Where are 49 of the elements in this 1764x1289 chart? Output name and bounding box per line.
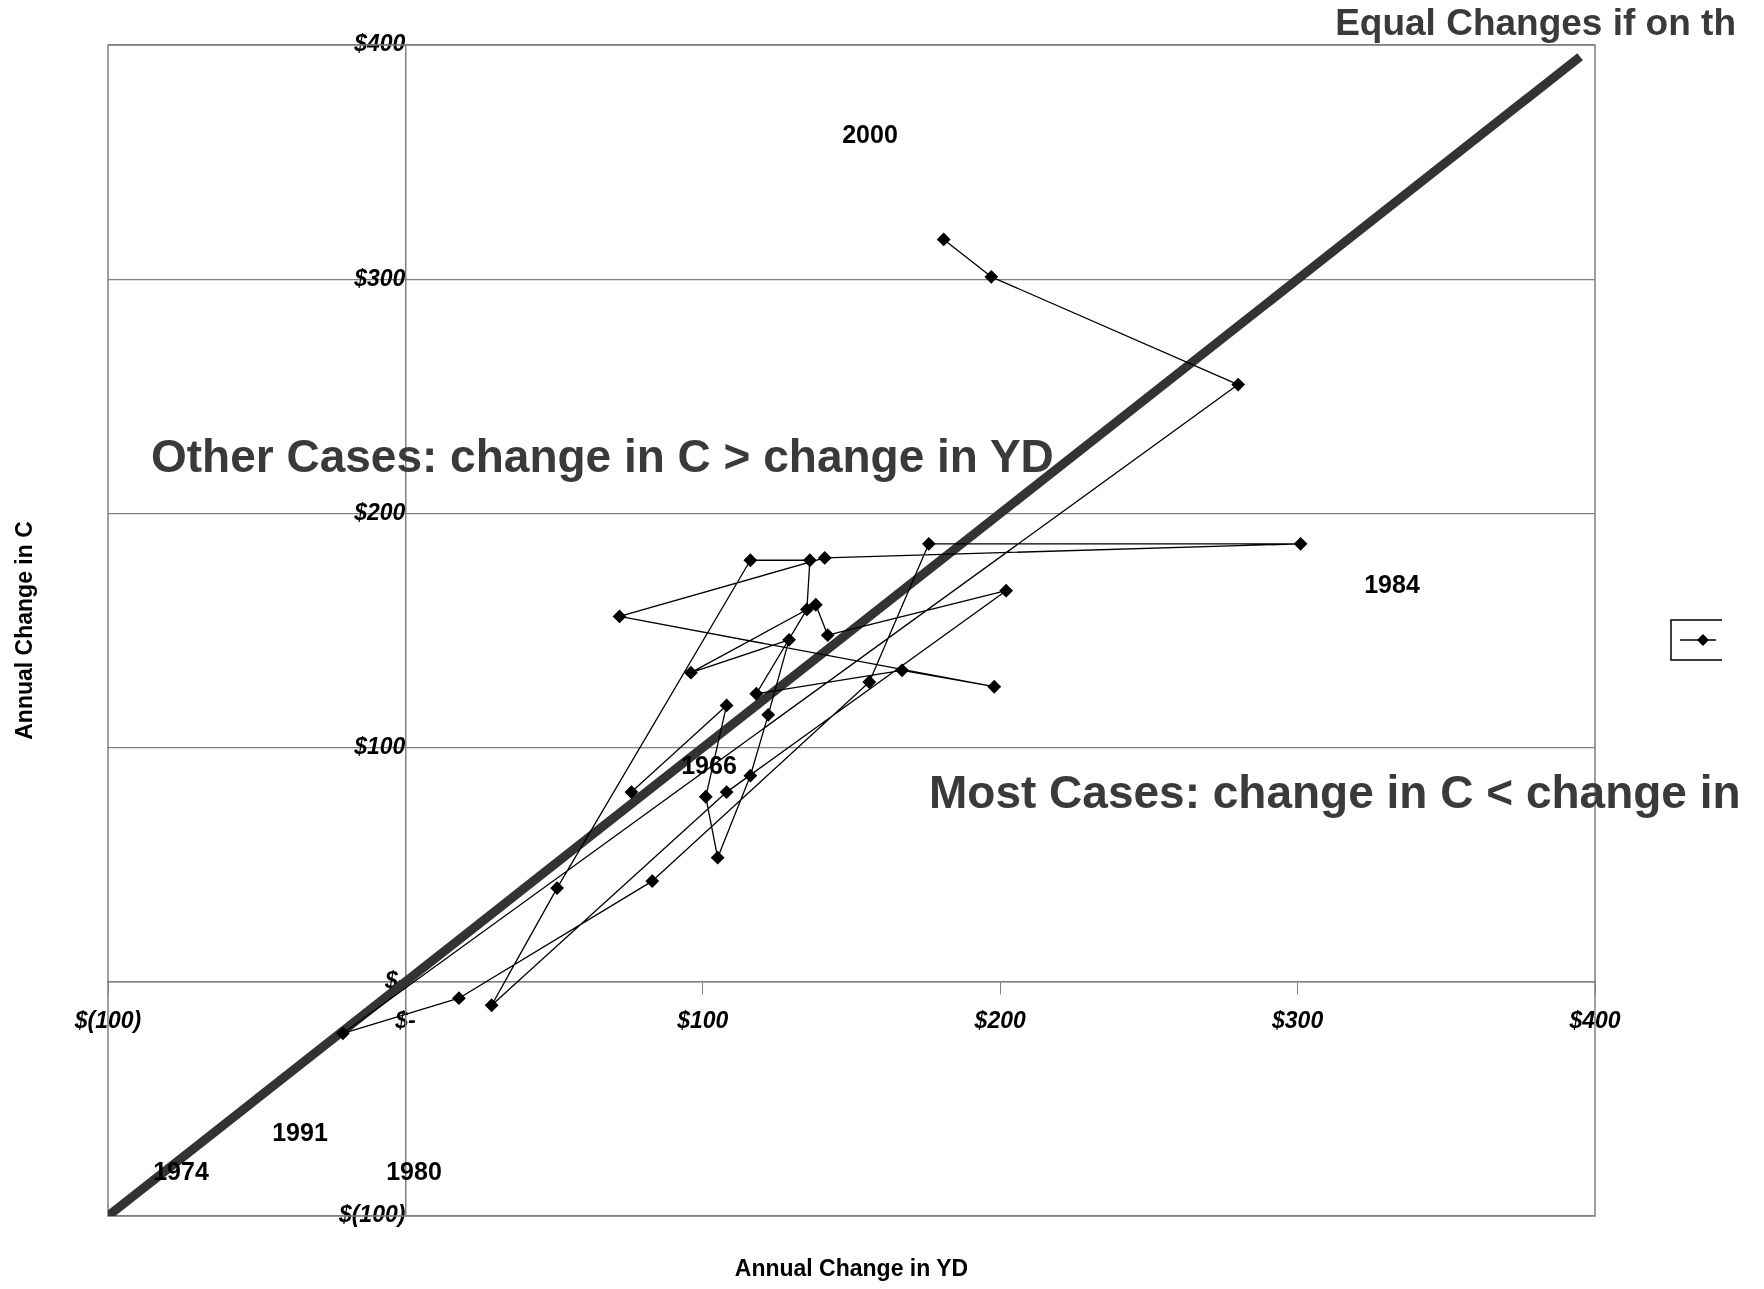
- x-tick-label: $200: [973, 1006, 1026, 1033]
- point: [782, 633, 796, 647]
- point: [719, 698, 734, 713]
- point: [749, 687, 763, 701]
- x-tick-label: $300: [1271, 1006, 1324, 1033]
- y-axis-title: Annual Change in C: [11, 521, 38, 740]
- y-tick-label: $(100): [337, 1201, 406, 1228]
- point: [485, 998, 499, 1012]
- point: [818, 551, 832, 565]
- point: [803, 553, 817, 567]
- point: [711, 851, 725, 865]
- x-axis-title: Annual Change in YD: [734, 1255, 969, 1282]
- y-tick-label: $100: [353, 732, 406, 759]
- x-tick-label: $100: [676, 1006, 729, 1033]
- point: [452, 991, 466, 1005]
- y-tick-label: $200: [353, 498, 406, 525]
- point: [645, 874, 659, 888]
- point: [999, 584, 1013, 598]
- annotation: 2000: [842, 119, 898, 148]
- annotation: 1984: [1364, 569, 1420, 598]
- point: [809, 598, 823, 612]
- point: [984, 270, 998, 284]
- point: [743, 769, 758, 783]
- chart-title: Equal Changes if on th: [1335, 2, 1736, 44]
- point: [895, 663, 909, 677]
- point: [612, 609, 627, 624]
- point: [743, 553, 758, 567]
- y-tick-label: $300: [353, 264, 406, 291]
- point: [550, 881, 564, 895]
- point: [761, 708, 775, 722]
- point: [922, 537, 936, 551]
- y-tick-label: $400: [353, 30, 406, 57]
- x-tick-label: $400: [1568, 1006, 1621, 1033]
- point: [699, 790, 713, 804]
- x-tick-label: $(100): [73, 1006, 142, 1033]
- annotation: 1980: [386, 1156, 442, 1185]
- point: [937, 232, 951, 247]
- point: [1293, 537, 1308, 551]
- annotation: Most Cases: change in C < change in: [929, 765, 1741, 818]
- point: [987, 680, 1001, 694]
- point: [719, 785, 734, 799]
- point: [336, 1026, 350, 1040]
- point: [800, 602, 814, 617]
- point: [1231, 377, 1245, 392]
- point: [862, 675, 876, 689]
- point: [821, 628, 835, 642]
- point: [624, 785, 639, 799]
- point: [684, 666, 698, 680]
- annotation: 1991: [272, 1117, 328, 1146]
